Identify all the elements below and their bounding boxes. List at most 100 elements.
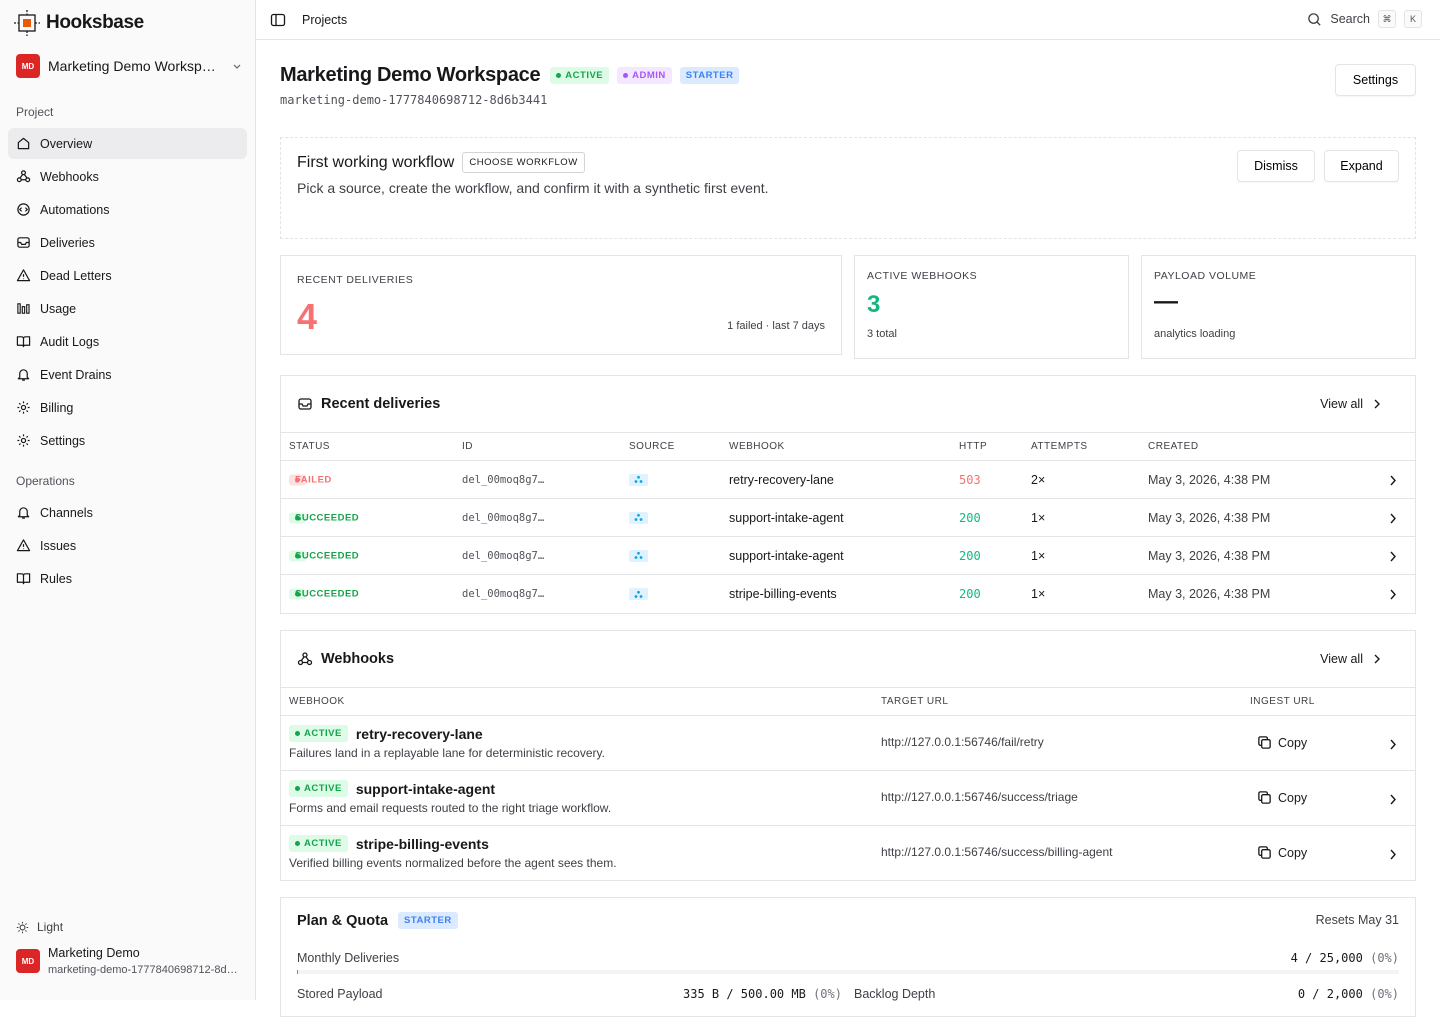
attempts: 1× — [1031, 587, 1045, 601]
bell-icon — [16, 367, 31, 382]
copy-ingest-url-button[interactable]: Copy — [1257, 735, 1307, 750]
sidebar-item-channels[interactable]: Channels — [8, 497, 247, 528]
brand-logo[interactable]: Hooksbase — [14, 10, 144, 36]
brand-name: Hooksbase — [46, 12, 144, 34]
workflow-card: First working workflow CHOOSE WORKFLOW P… — [280, 137, 1416, 239]
row-chevron[interactable] — [1389, 848, 1399, 858]
workspace-switcher[interactable]: MD Marketing Demo Worksp… — [16, 54, 242, 78]
delivery-id[interactable]: del_00moq8g7… — [462, 550, 544, 562]
settings-button[interactable]: Settings — [1335, 64, 1416, 96]
sidebar-item-label: Billing — [40, 401, 73, 415]
row-chevron[interactable] — [1389, 475, 1399, 485]
choose-workflow-tag[interactable]: CHOOSE WORKFLOW — [462, 152, 584, 173]
chevron-updown-icon — [232, 61, 242, 71]
sidebar-item-billing[interactable]: Billing — [8, 392, 247, 423]
sidebar-item-automations[interactable]: Automations — [8, 194, 247, 225]
sidebar-item-rules[interactable]: Rules — [8, 563, 247, 594]
row-chevron[interactable] — [1389, 738, 1399, 748]
sidebar-item-dead-letters[interactable]: Dead Letters — [8, 260, 247, 291]
created-at: May 3, 2026, 4:38 PM — [1148, 511, 1270, 525]
row-chevron[interactable] — [1389, 551, 1399, 561]
breadcrumb[interactable]: Projects — [302, 13, 347, 27]
sidebar-item-event-drains[interactable]: Event Drains — [8, 359, 247, 390]
monthly-deliveries-value: 4 / 25,000 (0%) — [1291, 951, 1399, 965]
sidebar-item-webhooks[interactable]: Webhooks — [8, 161, 247, 192]
delivery-id[interactable]: del_00moq8g7… — [462, 474, 544, 486]
row-chevron[interactable] — [1389, 513, 1399, 523]
stat-recent-deliveries: RECENT DELIVERIES 4 1 failed · last 7 da… — [280, 255, 842, 355]
stat-value: — — [1154, 288, 1178, 316]
sidebar-item-audit-logs[interactable]: Audit Logs — [8, 326, 247, 357]
chevron-right-icon — [1389, 551, 1397, 562]
book-icon — [16, 571, 31, 586]
row-chevron[interactable] — [1389, 793, 1399, 803]
delivery-webhook: stripe-billing-events — [729, 587, 837, 601]
sidebar-item-label: Settings — [40, 434, 85, 448]
workflow-title: First working workflow — [297, 154, 454, 172]
project-nav: Overview Webhooks Automations Deliveries… — [8, 128, 247, 458]
copy-icon — [1257, 790, 1272, 805]
view-all-webhooks-link[interactable]: View all — [1320, 652, 1381, 666]
sidebar-item-overview[interactable]: Overview — [8, 128, 247, 159]
delivery-id[interactable]: del_00moq8g7… — [462, 588, 544, 600]
warning-icon — [16, 268, 31, 283]
copy-ingest-url-button[interactable]: Copy — [1257, 845, 1307, 860]
sidebar-item-issues[interactable]: Issues — [8, 530, 247, 561]
delivery-status-badge: SUCCEEDED — [289, 512, 306, 523]
sidebar-item-usage[interactable]: Usage — [8, 293, 247, 324]
workspace-name: Marketing Demo Worksp… — [48, 58, 222, 74]
copy-ingest-url-button[interactable]: Copy — [1257, 790, 1307, 805]
account-avatar: MD — [16, 949, 40, 973]
plan-resets: Resets May 31 — [1316, 913, 1399, 927]
copy-icon — [1257, 735, 1272, 750]
delivery-id[interactable]: del_00moq8g7… — [462, 512, 544, 524]
stat-sub: 3 total — [867, 328, 897, 340]
account-menu[interactable]: MD Marketing Demo marketing-demo-1777840… — [16, 946, 242, 976]
chevron-right-icon — [1389, 513, 1397, 524]
shortcut-key-k: K — [1404, 10, 1422, 28]
search-button[interactable]: Search ⌘ K — [1307, 10, 1422, 28]
theme-toggle[interactable]: Light — [16, 920, 63, 934]
table-header: WEBHOOK TARGET URL INGEST URL — [281, 688, 1415, 716]
delivery-status-badge: SUCCEEDED — [289, 589, 306, 600]
monthly-deliveries-label: Monthly Deliveries — [297, 951, 399, 965]
attempts: 1× — [1031, 549, 1045, 563]
table-header: STATUS ID SOURCE WEBHOOK HTTP ATTEMPTS C… — [281, 433, 1415, 461]
view-all-deliveries-link[interactable]: View all — [1320, 397, 1381, 411]
dismiss-button[interactable]: Dismiss — [1237, 150, 1315, 182]
expand-button[interactable]: Expand — [1324, 150, 1399, 182]
sidebar-toggle-icon[interactable] — [270, 12, 286, 28]
delivery-webhook: support-intake-agent — [729, 511, 844, 525]
webhook-status-badge: ACTIVE — [289, 835, 348, 852]
webhook-name[interactable]: stripe-billing-events — [356, 836, 489, 852]
sidebar-item-label: Event Drains — [40, 368, 112, 382]
table-row[interactable]: SUCCEEDED del_00moq8g7… stripe-billing-eve… — [281, 575, 1415, 613]
sidebar-item-deliveries[interactable]: Deliveries — [8, 227, 247, 258]
chevron-right-icon — [1389, 475, 1397, 486]
source-webhook-icon — [629, 550, 648, 562]
usage-icon — [16, 301, 31, 316]
backlog-depth-value: 0 / 2,000 (0%) — [1298, 987, 1399, 1001]
webhook-status-badge: ACTIVE — [289, 780, 348, 797]
stat-label: ACTIVE WEBHOOKS — [867, 270, 977, 282]
webhook-name[interactable]: retry-recovery-lane — [356, 726, 483, 742]
sun-icon — [16, 921, 29, 934]
table-row[interactable]: SUCCEEDED del_00moq8g7… support-intake-age… — [281, 499, 1415, 537]
account-name: Marketing Demo — [48, 946, 240, 960]
webhook-name[interactable]: support-intake-agent — [356, 781, 495, 797]
webhooks-panel: Webhooks View all WEBHOOK TARGET URL ING… — [280, 630, 1416, 881]
http-status: 200 — [959, 587, 981, 601]
row-chevron[interactable] — [1389, 589, 1399, 599]
warning-icon — [16, 538, 31, 553]
shortcut-key-cmd: ⌘ — [1378, 10, 1396, 28]
sidebar-item-label: Deliveries — [40, 236, 95, 250]
backlog-depth-label: Backlog Depth — [854, 987, 935, 1001]
chevron-right-icon — [1389, 794, 1397, 805]
attempts: 1× — [1031, 511, 1045, 525]
sidebar-item-settings[interactable]: Settings — [8, 425, 247, 456]
